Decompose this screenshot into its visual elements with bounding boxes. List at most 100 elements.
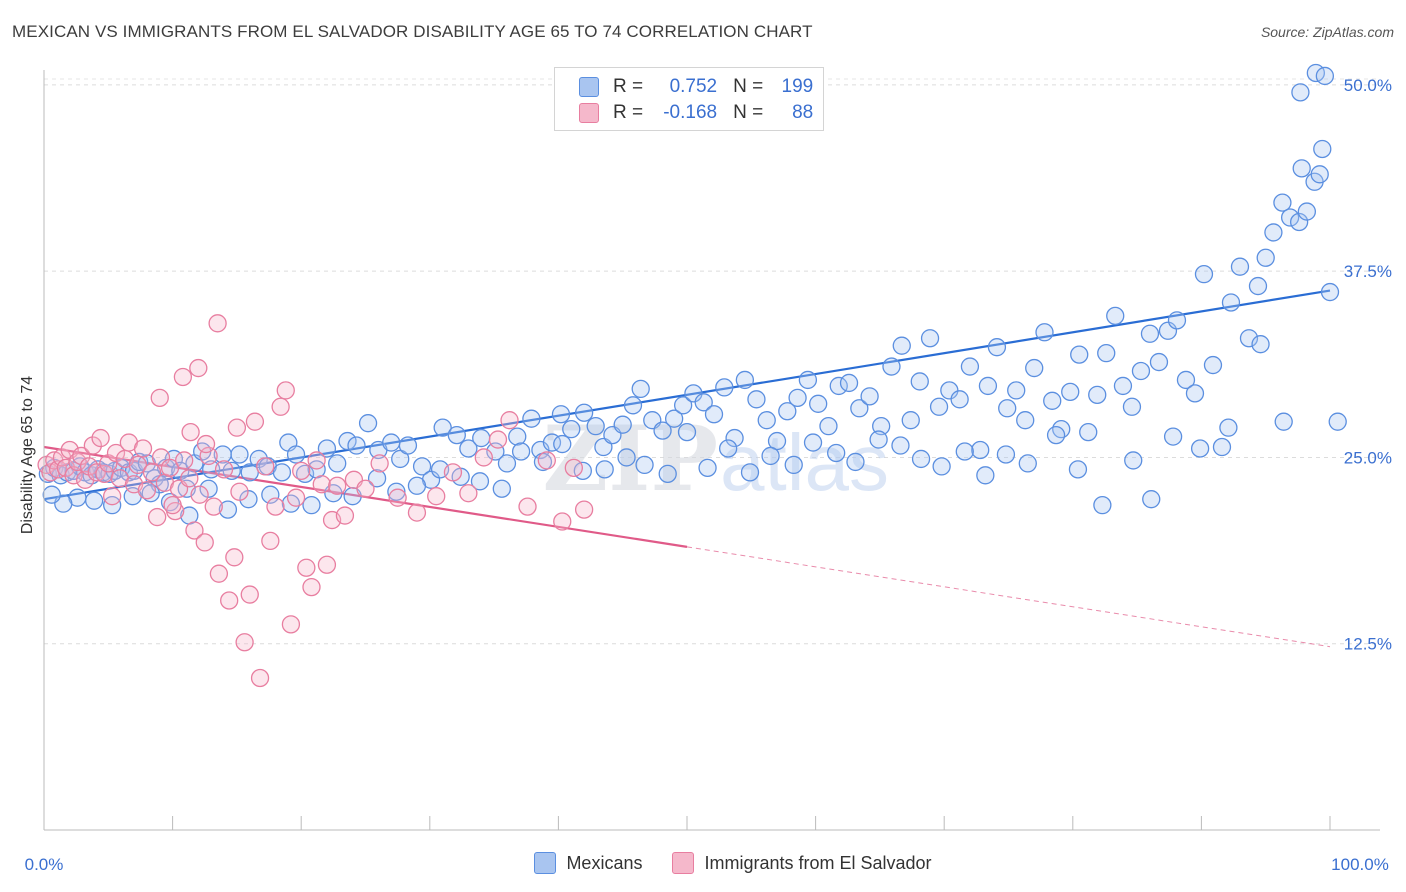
el-salvador-point bbox=[240, 585, 259, 604]
mexicans-point bbox=[971, 440, 990, 460]
el-salvador-point bbox=[163, 495, 182, 515]
el-salvador-point bbox=[356, 479, 375, 498]
mexicans-point bbox=[955, 442, 974, 461]
mexicans-point bbox=[635, 455, 654, 475]
el-salvador-point bbox=[286, 488, 306, 507]
el-salvador-point bbox=[388, 488, 407, 507]
mexicans-point bbox=[1194, 265, 1214, 284]
mexicans-point bbox=[869, 430, 888, 449]
mexicans-point bbox=[910, 372, 929, 391]
mexicans-point bbox=[740, 463, 760, 482]
r-label: R = bbox=[613, 102, 644, 123]
el-salvador-point bbox=[185, 521, 204, 540]
mexicans-point bbox=[892, 336, 911, 355]
el-salvador-point bbox=[150, 388, 169, 407]
el-salvador-point bbox=[220, 591, 239, 610]
mexicans-point bbox=[1328, 412, 1347, 431]
el-salvador-point bbox=[537, 451, 556, 470]
mexicans-point bbox=[704, 405, 724, 424]
el-salvador-point bbox=[181, 422, 200, 442]
mexicans-point bbox=[1212, 437, 1232, 457]
mexicans-point bbox=[472, 428, 491, 448]
mexicans-point bbox=[1122, 397, 1142, 416]
n-value: 88 bbox=[792, 102, 814, 123]
el-salvador-point bbox=[175, 451, 194, 470]
mexicans-point bbox=[433, 418, 452, 437]
mexicans-point bbox=[829, 376, 848, 396]
legend-label: Immigrants from El Salvador bbox=[704, 852, 932, 873]
mexicans-point bbox=[798, 370, 818, 390]
mexicans-point bbox=[891, 436, 910, 455]
mexicans-point bbox=[1097, 343, 1116, 363]
el-salvador-point bbox=[518, 497, 537, 516]
mexicans-legend-swatch bbox=[534, 852, 557, 874]
el-salvador-point bbox=[199, 446, 218, 466]
mexicans-point bbox=[1291, 83, 1310, 102]
mexicans-point bbox=[551, 405, 571, 424]
y-tick-label: 12.5% bbox=[1344, 635, 1392, 654]
mexicans-point bbox=[1310, 165, 1329, 184]
mexicans-point bbox=[1124, 451, 1143, 470]
mexicans-point bbox=[850, 399, 869, 418]
legend-item-mexicans[interactable]: Mexicans bbox=[534, 852, 642, 874]
mexicans-point bbox=[1292, 159, 1311, 178]
mexicans-point bbox=[511, 442, 531, 461]
mexicans-point bbox=[653, 421, 672, 440]
el-salvador-point bbox=[312, 475, 331, 494]
el-salvador-point bbox=[103, 487, 122, 506]
mexicans-point bbox=[623, 396, 643, 415]
mexicans-point bbox=[1251, 335, 1270, 354]
mexicans-point bbox=[1131, 361, 1151, 381]
legend-item-el-salvador[interactable]: Immigrants from El Salvador bbox=[672, 852, 932, 874]
stats-row-mexicans: R = 0.752 N = 199 bbox=[579, 75, 813, 99]
mexicans-point bbox=[272, 463, 292, 482]
mexicans-point bbox=[522, 409, 541, 428]
el-salvador-point bbox=[189, 358, 208, 378]
mexicans-point bbox=[617, 448, 636, 467]
el-salvador-point bbox=[553, 512, 572, 531]
mexicans-point bbox=[698, 458, 717, 478]
mexicans-point bbox=[1219, 418, 1238, 437]
x-tick-label: 0.0% bbox=[25, 855, 64, 874]
r-label: R = bbox=[613, 76, 644, 97]
mexicans-point bbox=[1320, 282, 1340, 302]
mexicans-point bbox=[976, 466, 995, 485]
mexicans-point bbox=[1088, 385, 1107, 405]
el-salvador-point bbox=[151, 448, 171, 467]
mexicans-point bbox=[911, 449, 931, 469]
el-salvador-point bbox=[574, 500, 594, 519]
mexicans-point bbox=[1106, 306, 1125, 326]
r-value: 0.752 bbox=[669, 76, 718, 97]
mexicans-point bbox=[1239, 329, 1259, 348]
y-tick-label: 50.0% bbox=[1344, 76, 1392, 95]
el-salvador-point bbox=[196, 434, 216, 454]
mexicans-point bbox=[218, 500, 238, 519]
el-salvador-point bbox=[64, 466, 83, 485]
el-salvador-legend-swatch bbox=[672, 852, 695, 874]
mexicans-point bbox=[407, 476, 427, 495]
el-salvador-point bbox=[297, 558, 316, 577]
mexicans-point bbox=[978, 376, 998, 396]
mexicans-point bbox=[199, 479, 218, 498]
mexicans-point bbox=[960, 357, 980, 376]
mexicans-point bbox=[1256, 248, 1275, 267]
mexicans-point bbox=[872, 417, 891, 436]
mexicans-point bbox=[387, 482, 406, 501]
mexicans-point bbox=[860, 387, 879, 406]
el-salvador-point bbox=[271, 397, 290, 416]
mexicans-point bbox=[1313, 139, 1332, 159]
mexicans-point bbox=[719, 439, 738, 458]
el-salvador-point bbox=[235, 633, 254, 652]
x-tick-label: 100.0% bbox=[1331, 855, 1389, 874]
el-salvador-point bbox=[302, 577, 321, 597]
mexicans-point bbox=[987, 338, 1007, 357]
el-salvador-point bbox=[261, 531, 280, 551]
el-salvador-point bbox=[427, 487, 446, 506]
mexicans-point bbox=[1315, 66, 1335, 86]
mexicans-point bbox=[553, 434, 572, 454]
mexicans-point bbox=[715, 378, 734, 397]
mexicans-point bbox=[735, 370, 755, 390]
mexicans-point bbox=[846, 452, 865, 472]
mexicans-point bbox=[358, 414, 378, 433]
el-salvador-point bbox=[459, 484, 478, 503]
